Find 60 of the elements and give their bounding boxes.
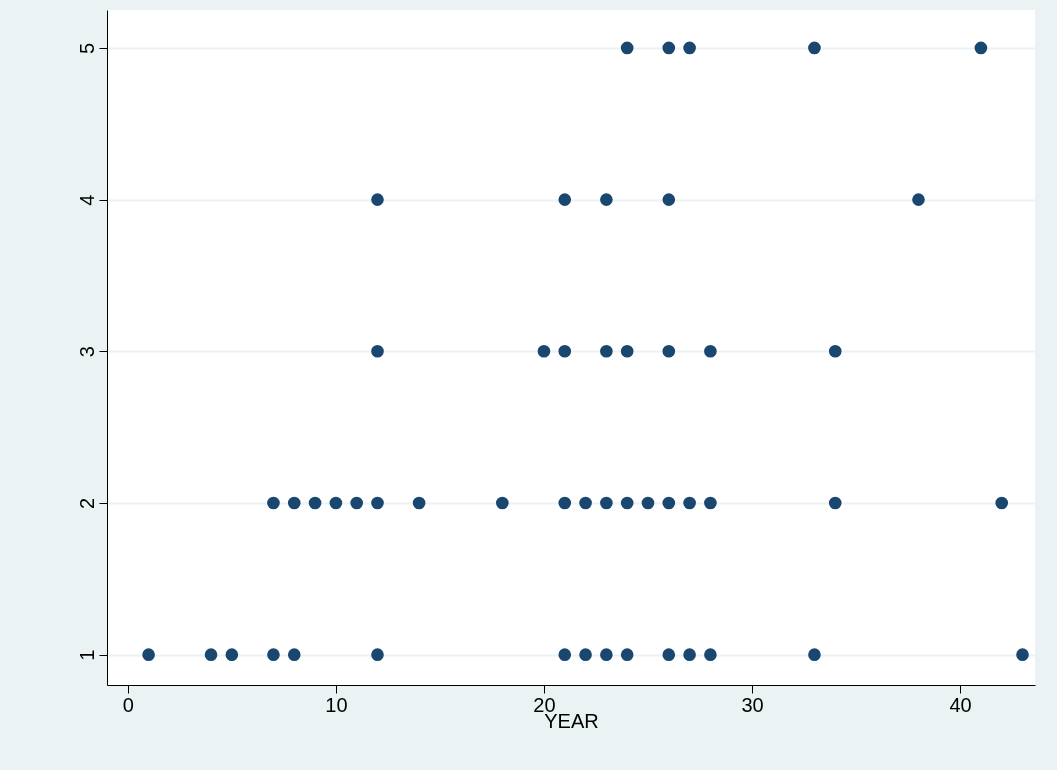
point [350,496,364,510]
point [662,648,676,661]
point [600,496,613,510]
point [683,496,696,510]
point [662,496,676,510]
point [579,648,592,661]
x-tick-label: 30 [741,693,764,716]
point [704,344,717,358]
point [995,496,1009,510]
point [662,193,676,206]
x-tick-label: 40 [949,693,972,716]
y-tick-label: 1 [75,649,98,661]
point [974,41,988,55]
point [1016,648,1029,661]
point [371,648,384,661]
point [600,193,613,206]
point [683,648,696,661]
point [704,648,717,661]
point [308,496,322,510]
y-tick-label: 3 [75,346,98,358]
point [371,496,384,510]
point [808,41,821,55]
point [537,344,551,358]
point [683,41,696,55]
point [828,344,842,358]
point [704,496,717,510]
point [267,648,280,661]
point [579,496,592,510]
point [620,41,634,55]
y-tick-label: 4 [75,194,98,206]
point [558,648,572,661]
x-tick-label: 10 [325,693,348,716]
point [558,496,572,510]
point [225,648,239,661]
point [558,193,572,206]
point [371,193,384,206]
point [912,193,925,206]
point [371,344,384,358]
point [558,344,572,358]
point [620,344,634,358]
point [496,496,509,510]
point [287,648,301,661]
point [142,648,155,661]
point [267,496,280,510]
point [204,648,218,661]
x-tick-label: 0 [122,693,134,716]
point [662,344,676,358]
point [600,344,613,358]
point [662,41,676,55]
point [329,496,343,510]
point [808,648,821,661]
point [828,496,842,510]
point [641,496,655,510]
point [620,496,634,510]
y-tick-label: 5 [75,42,98,54]
y-tick-label: 2 [75,497,98,510]
point [287,496,301,510]
point [600,648,613,661]
point [620,648,634,661]
point [412,496,426,510]
